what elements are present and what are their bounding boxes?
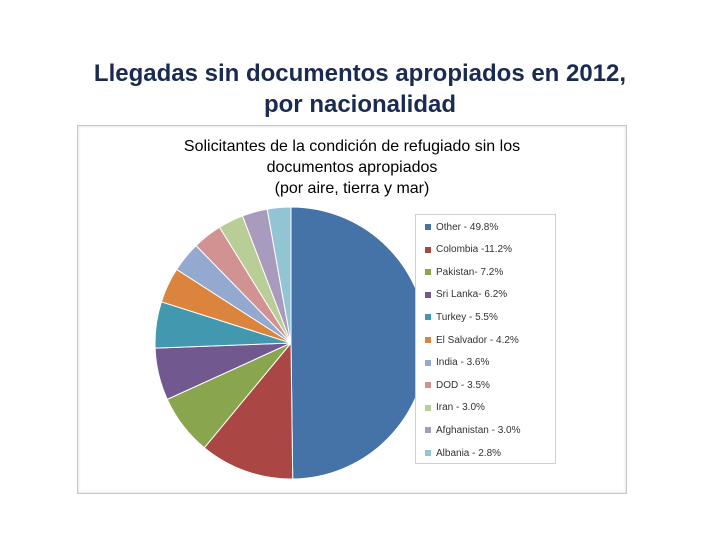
legend-label: DOD - 3.5% bbox=[436, 379, 490, 391]
legend-swatch bbox=[425, 337, 431, 343]
legend-item: Iran - 3.0% bbox=[425, 400, 485, 416]
slide-title: Llegadas sin documentos apropiados en 20… bbox=[0, 58, 720, 120]
slide-title-line-1: Llegadas sin documentos apropiados en 20… bbox=[93, 60, 627, 87]
legend-item: India - 3.6% bbox=[425, 355, 489, 371]
legend-item: Albania - 2.8% bbox=[425, 445, 501, 461]
pie-chart-frame: Solicitantes de la condición de refugiad… bbox=[77, 125, 627, 494]
pie-slice-1 bbox=[203, 341, 294, 480]
chart-title-line-3: (por aire, tierra y mar) bbox=[274, 180, 430, 197]
legend-swatch bbox=[425, 291, 431, 298]
slide-title-line-2: por nacionalidad bbox=[263, 91, 457, 118]
legend-label: Albania - 2.8% bbox=[436, 447, 502, 459]
legend-swatch bbox=[425, 382, 431, 389]
legend-label: El Salvador - 4.2% bbox=[436, 334, 519, 346]
chart-title: Solicitantes de la condición de refugiad… bbox=[78, 136, 626, 199]
pie-slice-0 bbox=[290, 206, 428, 480]
legend-swatch bbox=[425, 427, 431, 434]
legend-label: Other - 49.8% bbox=[436, 221, 499, 233]
legend-item: DOD - 3.5% bbox=[425, 377, 490, 393]
pie-slice-10 bbox=[266, 206, 292, 344]
chart-title-line-1: Solicitantes de la condición de refugiad… bbox=[183, 138, 521, 155]
legend-item: Colombia -11.2% bbox=[425, 242, 512, 258]
legend-swatch bbox=[425, 404, 431, 411]
legend-item: Afghanistan - 3.0% bbox=[425, 422, 521, 438]
legend-swatch bbox=[425, 450, 431, 456]
legend-swatch bbox=[425, 269, 431, 276]
legend-item: Other - 49.8% bbox=[425, 219, 498, 235]
legend-label: Sri Lanka- 6.2% bbox=[436, 289, 508, 301]
legend-label: Colombia -11.2% bbox=[436, 244, 512, 256]
chart-title-line-2: documentos apropiados bbox=[266, 159, 438, 176]
legend-swatch bbox=[425, 246, 431, 253]
chart-legend: Other - 49.8% Colombia -11.2% Pakistan- 7.… bbox=[415, 214, 556, 464]
legend-label: Pakistan- 7.2% bbox=[436, 266, 504, 278]
legend-label: Turkey - 5.5% bbox=[436, 311, 498, 323]
legend-label: Iran - 3.0% bbox=[436, 402, 485, 414]
legend-item: Pakistan- 7.2% bbox=[425, 264, 503, 280]
legend-swatch bbox=[425, 224, 431, 230]
legend-label: Afghanistan - 3.0% bbox=[436, 424, 521, 436]
legend-swatch bbox=[425, 314, 431, 321]
legend-label: India - 3.6% bbox=[436, 357, 490, 369]
pie-chart bbox=[154, 206, 428, 480]
legend-swatch bbox=[425, 359, 431, 366]
legend-item: Turkey - 5.5% bbox=[425, 309, 498, 325]
legend-item: Sri Lanka- 6.2% bbox=[425, 287, 507, 303]
legend-item: El Salvador - 4.2% bbox=[425, 332, 519, 348]
